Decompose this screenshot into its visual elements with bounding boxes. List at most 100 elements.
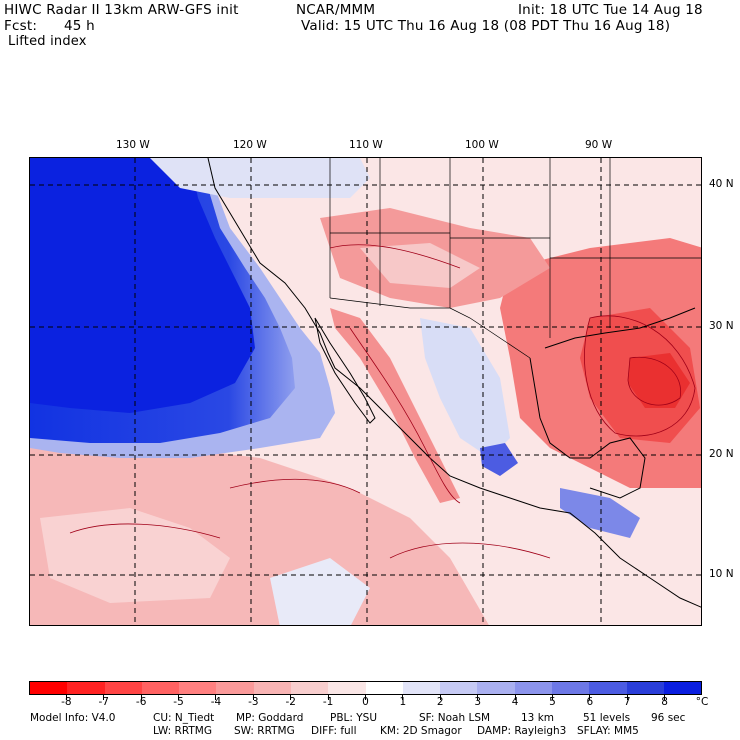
- source-label: NCAR/MMM: [296, 2, 376, 18]
- colorbar-tick-label: -8: [61, 696, 72, 708]
- colorbar-swatch: [216, 682, 254, 694]
- colorbar-tick-label: -7: [98, 696, 109, 708]
- lon-label-100w: 100 W: [465, 139, 499, 151]
- colorbar-tick: [103, 695, 105, 700]
- colorbar-swatch: [402, 682, 441, 694]
- contour-line: [69, 523, 221, 539]
- contour-line: [627, 356, 682, 406]
- colorbar-swatch: [179, 682, 217, 694]
- colorbar-tick: [664, 695, 666, 700]
- colorbar-tick: [65, 695, 67, 700]
- colorbar-tick: [589, 695, 591, 700]
- km-option: KM: 2D Smagor: [380, 725, 462, 737]
- lat-label-40n: 40 N: [709, 178, 734, 190]
- forecast-label: Fcst:: [4, 18, 38, 34]
- colorbar-swatch: [589, 682, 627, 694]
- colorbar-tick: [402, 695, 404, 700]
- colorbar-tick-label: -1: [322, 696, 334, 708]
- colorbar-swatch: [290, 682, 329, 694]
- colorbar-swatch: [104, 682, 142, 694]
- colorbar-tick: [439, 695, 441, 700]
- sierra-madre-unstable: [330, 308, 460, 503]
- contour-line: [329, 244, 461, 269]
- lon-label-110w: 110 W: [349, 139, 383, 151]
- colorbar-tick: [327, 695, 329, 700]
- colorbar-swatch: [67, 682, 105, 694]
- colorbar-swatch: [663, 682, 702, 694]
- lon-label-130w: 130 W: [116, 139, 150, 151]
- colorbar-tick: [215, 695, 217, 700]
- baja-peninsula: [314, 317, 376, 424]
- colorbar-swatch: [30, 682, 68, 694]
- diffusion-option: DIFF: full: [311, 725, 357, 737]
- colorbar-swatch: [253, 682, 291, 694]
- colorbar-tick-label: -3: [248, 696, 259, 708]
- mexico-stable-cell: [480, 443, 518, 476]
- colorbar-tick-label: 7: [623, 696, 631, 708]
- pbl-scheme: PBL: YSU: [330, 712, 378, 724]
- colorbar-tick: [290, 695, 292, 700]
- colorbar-tick-label: 2: [436, 696, 444, 708]
- colorbar-tick-label: 8: [661, 696, 668, 708]
- init-time: Init: 18 UTC Tue 14 Aug 18: [518, 2, 703, 18]
- colorbar-swatch: [328, 682, 366, 694]
- colorbar-tick: [477, 695, 479, 700]
- pacific-coastline: [207, 158, 701, 608]
- coastlines: [207, 158, 701, 608]
- product-title: HIWC Radar II 13km ARW-GFS init: [4, 2, 239, 18]
- colorbar-tick-label: 4: [511, 696, 519, 708]
- contour-line: [229, 478, 361, 494]
- colorbar-tick-label: 5: [549, 696, 556, 708]
- model-info: Model Info: V4.0: [30, 712, 116, 724]
- damping-option: DAMP: Rayleigh3: [477, 725, 567, 737]
- longwave-scheme: LW: RRTMG: [153, 725, 212, 737]
- central-america-stable: [560, 488, 640, 538]
- contour-lines: [69, 244, 696, 559]
- colorbar-swatch: [141, 682, 180, 694]
- cumulus-scheme: CU: N_Tiedt: [153, 712, 215, 724]
- colorbar-swatch: [514, 682, 552, 694]
- gulf-max-unstable: [628, 353, 690, 408]
- colorbar-tick-label: 3: [474, 696, 481, 708]
- colorbar-tick: [514, 695, 516, 700]
- political-borders: [329, 158, 701, 359]
- colorbar-swatch: [626, 682, 664, 694]
- colorbar-swatch: [365, 682, 403, 694]
- lon-label-120w: 120 W: [233, 139, 267, 151]
- contour-line: [389, 542, 551, 559]
- contour-line: [349, 327, 461, 504]
- valid-time: Valid: 15 UTC Thu 16 Aug 18 (08 PDT Thu …: [301, 18, 671, 34]
- graticule: [30, 158, 701, 625]
- colorbar-tick: [252, 695, 254, 700]
- lat-label-20n: 20 N: [709, 448, 734, 460]
- colorbar-tick: [626, 695, 628, 700]
- grid-spacing: 13 km: [521, 712, 555, 724]
- mexico-plateau-stable: [420, 318, 510, 458]
- colorbar-tick-label: -4: [210, 696, 222, 708]
- colorbar-tick-label: -6: [135, 696, 147, 708]
- map-canvas: [30, 158, 701, 625]
- colorbar-tick: [178, 695, 180, 700]
- colorbar-tick-label: 6: [586, 696, 594, 708]
- surface-layer-option: SFLAY: MM5: [577, 725, 639, 737]
- colorbar-tick-label: -5: [173, 696, 184, 708]
- colorbar-tick-label: 0: [362, 696, 369, 708]
- colorbar-tick: [140, 695, 142, 700]
- colorbar-unit: °C: [695, 696, 709, 708]
- microphysics-scheme: MP: Goddard: [236, 712, 304, 724]
- colorbar-swatch: [440, 682, 478, 694]
- gulf-coastline: [529, 357, 646, 499]
- shortwave-scheme: SW: RRTMG: [234, 725, 295, 737]
- pacific-strong-stable: [30, 158, 255, 413]
- surface-scheme: SF: Noah LSM: [419, 712, 491, 724]
- us-gulf-coast: [544, 307, 696, 349]
- colorbar-tick-label: 1: [399, 696, 407, 708]
- field-name: Lifted index: [8, 34, 87, 49]
- colorbar-tick: [551, 695, 553, 700]
- colorbar: [29, 681, 702, 695]
- time-step: 96 sec: [651, 712, 686, 724]
- colorbar-tick-label: -2: [285, 696, 296, 708]
- northern-neutral-band: [150, 158, 370, 198]
- lat-label-30n: 30 N: [709, 320, 734, 332]
- vertical-levels: 51 levels: [583, 712, 631, 724]
